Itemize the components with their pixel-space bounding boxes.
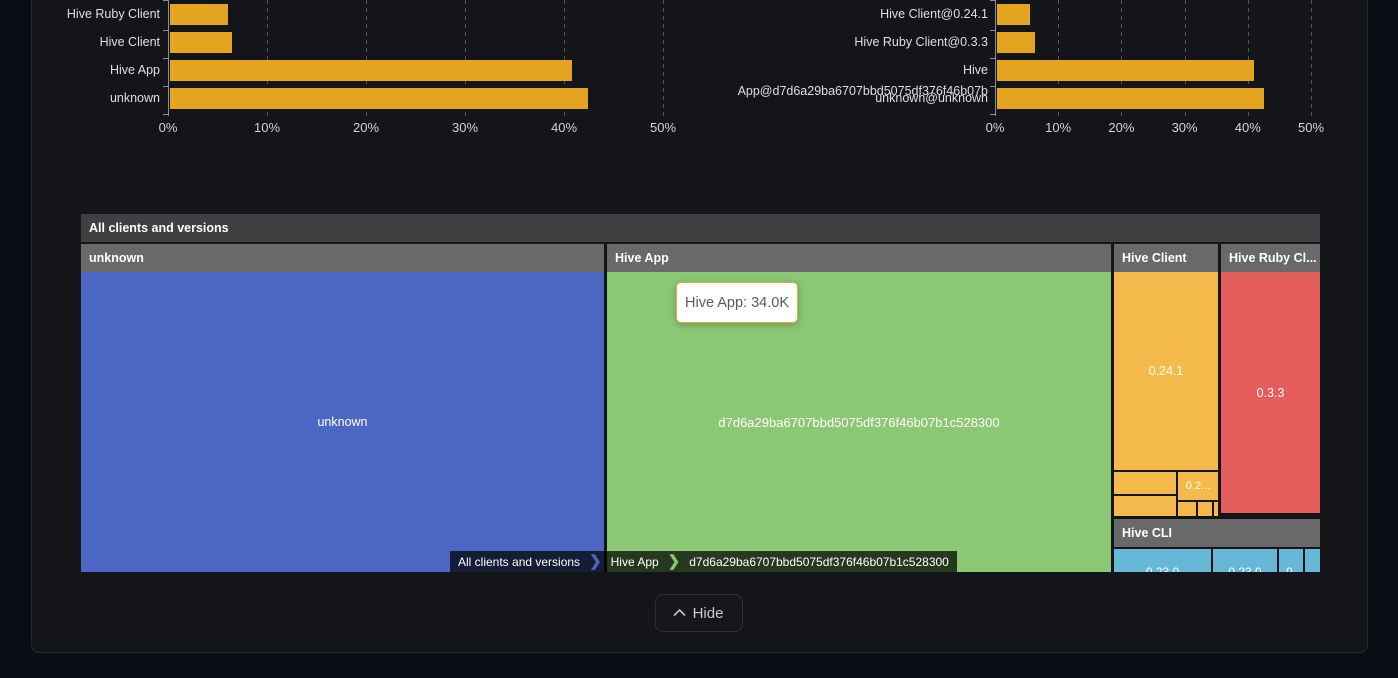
- category-label: Hive Client: [99, 35, 160, 49]
- axis-tick: [990, 58, 995, 59]
- chevron-up-icon: [672, 608, 686, 621]
- treemap-node-hive-client-minor[interactable]: [1114, 496, 1176, 516]
- x-tick-label: 50%: [1297, 120, 1325, 135]
- axis-tick: [163, 58, 168, 59]
- treemap-node-label: 0.23.0: [1228, 565, 1262, 572]
- gridline: [465, 0, 466, 116]
- bar: [997, 4, 1030, 25]
- axis-tick: [990, 114, 995, 115]
- treemap-node-hive-cli-minor[interactable]: [1305, 549, 1320, 572]
- treemap-section-header-hive-cli[interactable]: Hive CLI: [1114, 519, 1320, 547]
- clients-bar-chart: 0% 10% 20% 30% 40% 50% Hive Ruby Client Hive Cl…: [0, 0, 712, 142]
- breadcrumb-item-hive-app[interactable]: Hive App: [610, 555, 659, 569]
- x-tick-label: 0%: [985, 120, 1005, 135]
- axis-tick: [990, 30, 995, 31]
- bar: [997, 60, 1255, 81]
- treemap-node-hive-client-0-24-1[interactable]: 0.24.1: [1114, 272, 1218, 470]
- treemap: All clients and versions unknown unknown…: [81, 214, 1320, 572]
- x-tick-label: 0%: [158, 120, 178, 135]
- gridline: [267, 0, 268, 116]
- chevron-right-icon: ❯: [667, 553, 681, 570]
- category-label: Hive Ruby Client: [66, 7, 160, 21]
- treemap-node-label: 0.: [1285, 565, 1297, 572]
- treemap-node-hive-client-minor[interactable]: [1198, 502, 1212, 516]
- treemap-node-hive-cli-0-23-0[interactable]: 0.23.0: [1114, 549, 1211, 572]
- treemap-node-hive-client-minor[interactable]: [1114, 472, 1176, 494]
- value-axis-line: [995, 0, 996, 116]
- hide-button-label: Hide: [692, 604, 724, 622]
- x-tick-label: 30%: [451, 120, 479, 135]
- treemap-node-hive-cli-0-23-0[interactable]: 0.23.0: [1213, 549, 1277, 572]
- treemap-node-unknown[interactable]: unknown: [81, 272, 604, 572]
- treemap-node-label: 0.3.3: [1256, 385, 1285, 400]
- treemap-node-label: 0.2...: [1185, 480, 1211, 492]
- treemap-node-label: 0.24.1: [1148, 364, 1184, 378]
- treemap-section-header-unknown[interactable]: unknown: [81, 244, 604, 272]
- axis-tick: [163, 86, 168, 87]
- treemap-node-label: 0.23.0: [1145, 565, 1180, 572]
- x-tick-label: 40%: [550, 120, 578, 135]
- category-label: unknown: [109, 91, 160, 105]
- treemap-tooltip: Hive App: 34.0K: [676, 282, 798, 323]
- bar: [170, 32, 233, 53]
- axis-tick: [990, 0, 995, 1]
- x-tick-label: 20%: [352, 120, 380, 135]
- treemap-node-hive-client-minor[interactable]: [1178, 502, 1196, 516]
- category-label: Hive Ruby Client@0.3.3: [854, 35, 988, 49]
- x-tick-label: 40%: [1234, 120, 1261, 135]
- treemap-section-header-hive-ruby-client[interactable]: Hive Ruby Cl...: [1221, 244, 1320, 272]
- x-tick-label: 50%: [649, 120, 677, 135]
- chevron-right-icon: ❯: [589, 553, 602, 570]
- client-versions-bar-chart: 0% 10% 20% 30% 40% 50% Hive Client@0.24.1 Hive …: [712, 0, 1398, 142]
- axis-tick: [163, 114, 168, 115]
- x-tick-label: 10%: [1045, 120, 1072, 135]
- bar: [170, 60, 572, 81]
- treemap-node-hive-client-minor[interactable]: 0.2...: [1178, 472, 1218, 500]
- x-tick-label: 10%: [253, 120, 281, 135]
- treemap-node-hive-ruby-client-0-3-3[interactable]: 0.3.3: [1221, 272, 1320, 513]
- value-axis-line: [168, 0, 169, 116]
- gridline: [1058, 0, 1060, 116]
- category-label: Hive Client@0.24.1: [880, 7, 988, 21]
- treemap-section-header-hive-app[interactable]: Hive App: [607, 244, 1111, 272]
- gridline: [1184, 0, 1186, 116]
- gridline: [564, 0, 565, 116]
- treemap-node-hive-cli-minor[interactable]: 0.: [1279, 549, 1303, 572]
- gridline: [1247, 0, 1249, 116]
- axis-tick: [163, 30, 168, 31]
- axis-tick: [163, 0, 168, 1]
- x-tick-label: 20%: [1108, 120, 1135, 135]
- x-tick-label: 30%: [1171, 120, 1198, 135]
- treemap-node-label: unknown: [317, 415, 368, 429]
- gridline: [663, 0, 664, 116]
- bar: [170, 88, 588, 109]
- gridline: [1121, 0, 1123, 116]
- category-label: Hive App: [109, 63, 160, 77]
- treemap-section-header-hive-client[interactable]: Hive Client: [1114, 244, 1218, 272]
- bar: [170, 4, 229, 25]
- treemap-breadcrumb: All clients and versions ❯ Hive App ❯ d7…: [450, 551, 957, 572]
- bar: [997, 32, 1035, 53]
- breadcrumb-item-root[interactable]: All clients and versions: [458, 555, 581, 569]
- treemap-root-header[interactable]: All clients and versions: [81, 214, 1320, 242]
- category-label: Hive App@d7d6a29ba6707bbd5075df376f46b07…: [737, 63, 988, 98]
- gridline: [1311, 0, 1312, 116]
- axis-tick: [990, 86, 995, 87]
- hide-button[interactable]: Hide: [655, 594, 743, 632]
- treemap-node-label: d7d6a29ba6707bbd5075df376f46b07b1c528300: [718, 414, 1000, 430]
- treemap-node-hive-client-minor[interactable]: [1214, 502, 1218, 516]
- gridline: [366, 0, 367, 116]
- category-label: unknown@unknown: [875, 91, 988, 105]
- bar: [997, 88, 1264, 109]
- tooltip-text: Hive App: 34.0K: [685, 294, 789, 311]
- breadcrumb-item-version-hash[interactable]: d7d6a29ba6707bbd5075df376f46b07b1c528300: [689, 555, 949, 569]
